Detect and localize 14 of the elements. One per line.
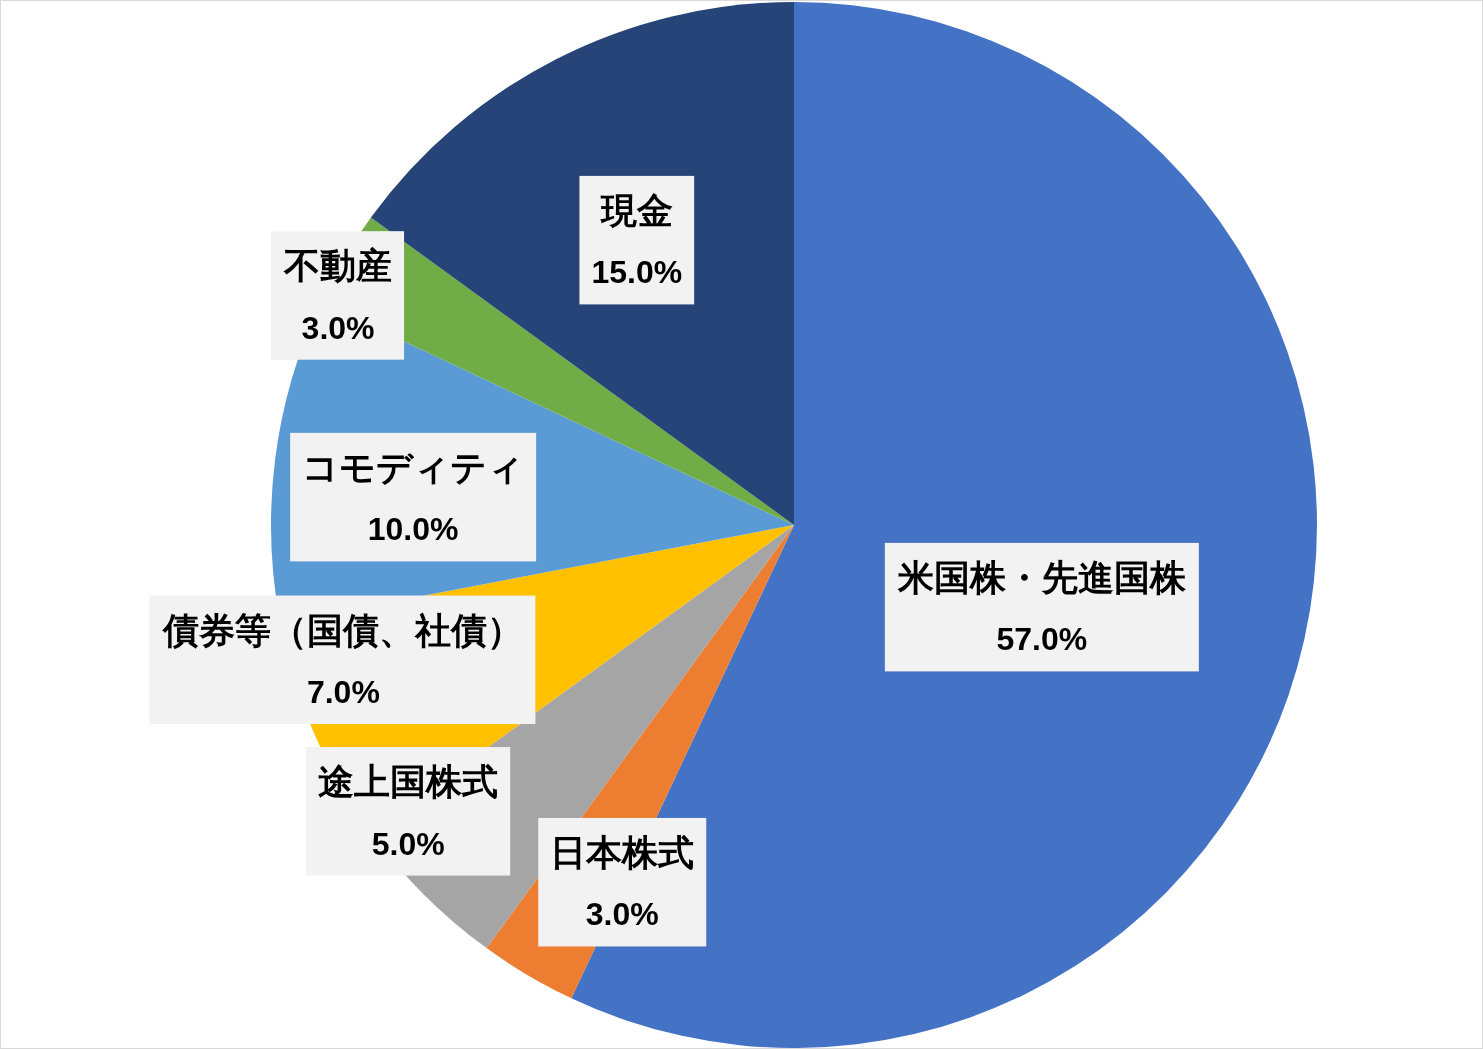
data-label: 57.0% [996,621,1088,658]
slice-label: コモディティ [302,446,525,488]
data-label: 10.0% [367,511,459,548]
data-label: 3.0% [585,896,659,933]
slice-label: 日本株式 [550,831,695,873]
data-label: 15.0% [591,254,683,291]
slice-label: 不動産 [283,245,393,287]
data-label: 5.0% [371,825,445,862]
data-label: 3.0% [301,309,375,346]
slice-label: 債券等（国債、社債） [161,609,524,651]
slice-label: 現金 [599,189,673,231]
slice-label: 途上国株式 [318,761,499,803]
slice-label: 米国株・先進国株 [896,556,1187,598]
data-label: 7.0% [306,674,380,711]
